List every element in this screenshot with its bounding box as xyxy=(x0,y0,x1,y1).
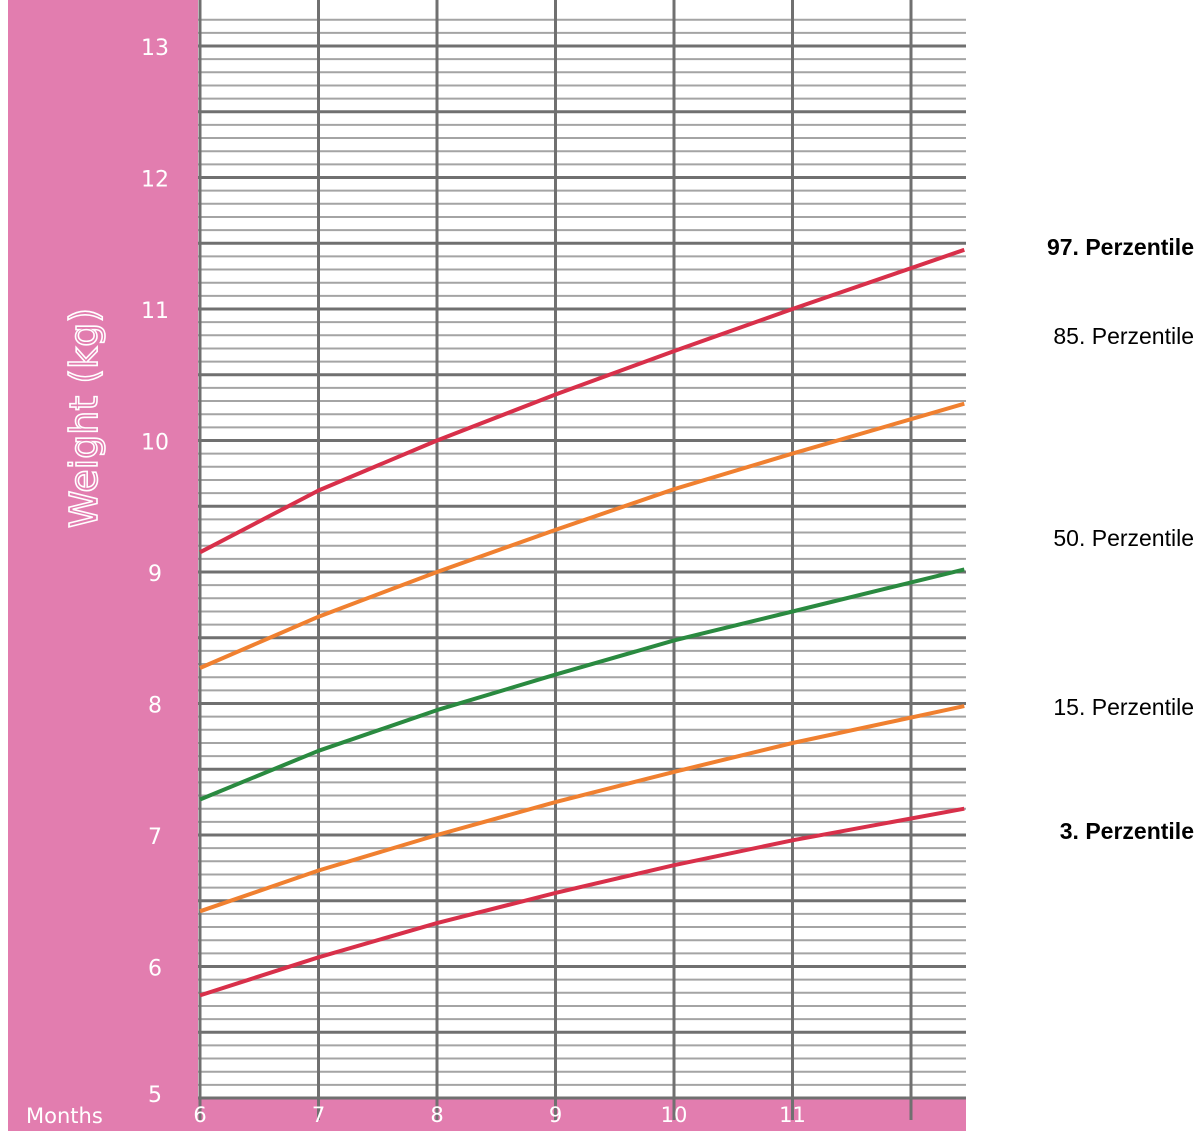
left-panel xyxy=(8,0,198,1131)
x-tick-label: 7 xyxy=(312,1103,325,1127)
series-line xyxy=(199,247,965,555)
y-tick-label: 12 xyxy=(141,168,169,193)
series-line xyxy=(199,704,965,914)
y-tick-label: 11 xyxy=(141,299,169,324)
x-tick-label: 8 xyxy=(430,1103,443,1127)
percentile-label: 15. Perzentile xyxy=(1053,694,1194,720)
y-tick-label: 10 xyxy=(141,431,169,456)
y-tick-label: 6 xyxy=(148,957,162,982)
series-line xyxy=(199,401,965,670)
x-tick-label: 9 xyxy=(549,1103,562,1127)
percentile-label: 50. Perzentile xyxy=(1053,525,1194,551)
percentile-label: 3. Perzentile xyxy=(1060,818,1194,844)
percentile-labels: 97. Perzentile 85. Perzentile 50. Perzenti… xyxy=(1047,234,1194,844)
bottom-band xyxy=(8,1098,966,1131)
y-tick-label: 13 xyxy=(141,36,169,61)
y-axis-title: Weight (kg) xyxy=(62,308,106,528)
x-tick-label: 6 xyxy=(193,1103,206,1127)
y-axis-ticks: 5 6 7 8 9 10 11 12 13 xyxy=(141,36,169,1108)
x-tick-label: 10 xyxy=(661,1103,688,1127)
y-tick-label: 8 xyxy=(148,694,162,719)
series-line xyxy=(199,567,965,802)
y-tick-label: 7 xyxy=(148,825,162,850)
percentile-label: 85. Perzentile xyxy=(1053,323,1194,349)
series-line xyxy=(199,806,965,998)
x-tick-label: 11 xyxy=(779,1103,806,1127)
grid xyxy=(198,0,966,1120)
percentile-label: 97. Perzentile xyxy=(1047,234,1194,260)
x-axis-ticks: 6 7 8 9 10 11 xyxy=(193,1103,806,1127)
series-lines xyxy=(199,247,965,998)
y-tick-label: 5 xyxy=(148,1083,162,1108)
y-tick-label: 9 xyxy=(148,562,162,587)
x-axis-title: Months xyxy=(26,1104,103,1128)
